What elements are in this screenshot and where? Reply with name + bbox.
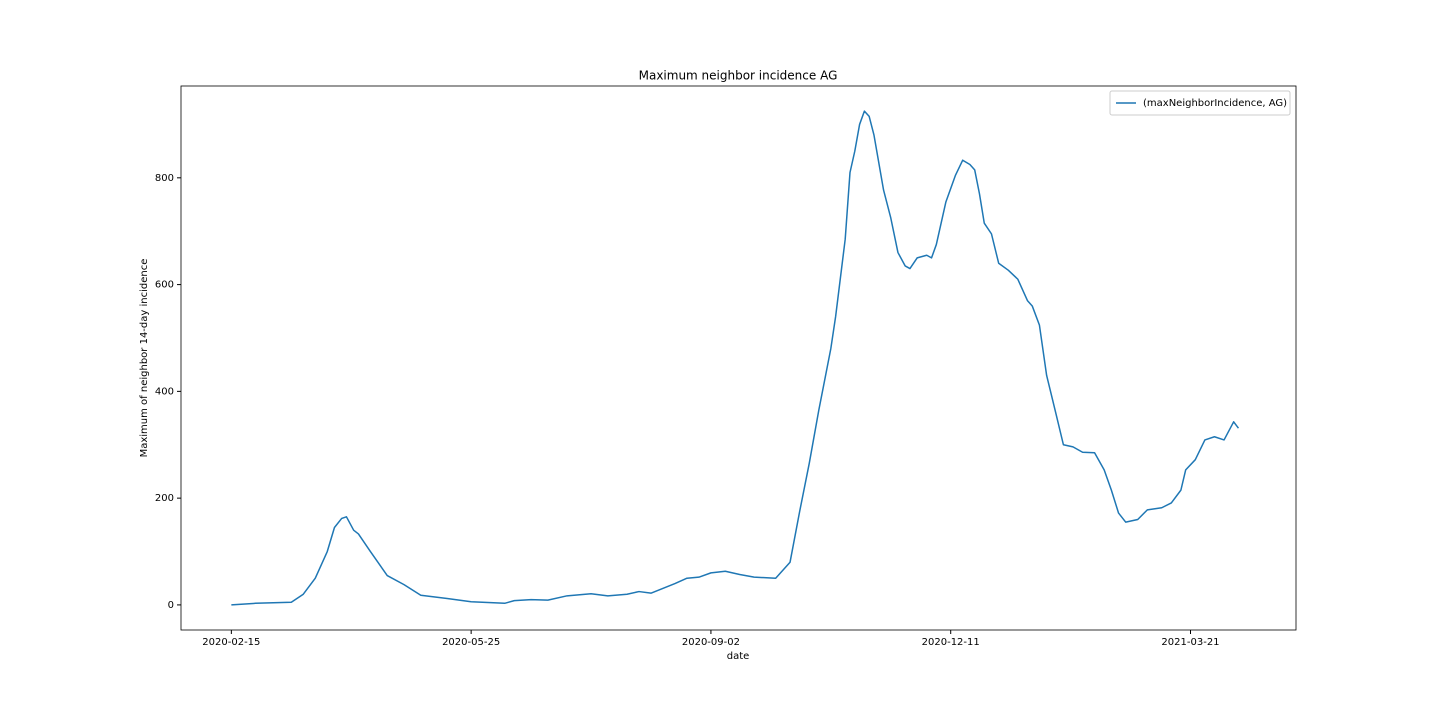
x-tick-label: 2020-02-15 <box>202 637 260 648</box>
chart-title: Maximum neighbor incidence AG <box>639 69 838 83</box>
y-tick-label: 800 <box>155 173 174 184</box>
x-tick-label: 2021-03-21 <box>1161 637 1219 648</box>
y-tick-label: 0 <box>168 600 174 611</box>
y-axis-label: Maximum of neighbor 14-day incidence <box>139 259 150 458</box>
x-axis-label: date <box>727 651 750 662</box>
x-tick-label: 2020-05-25 <box>442 637 500 648</box>
plot-frame <box>180 85 1297 631</box>
y-tick-label: 600 <box>155 280 174 291</box>
data-line <box>231 110 1240 606</box>
x-tick-label: 2020-12-11 <box>922 637 980 648</box>
x-tick-label: 2020-09-02 <box>682 637 740 648</box>
y-tick-label: 400 <box>155 386 174 397</box>
legend-box <box>1109 90 1291 116</box>
y-tick-label: 200 <box>155 493 174 504</box>
legend-label: (maxNeighborIncidence, AG) <box>1143 98 1287 109</box>
